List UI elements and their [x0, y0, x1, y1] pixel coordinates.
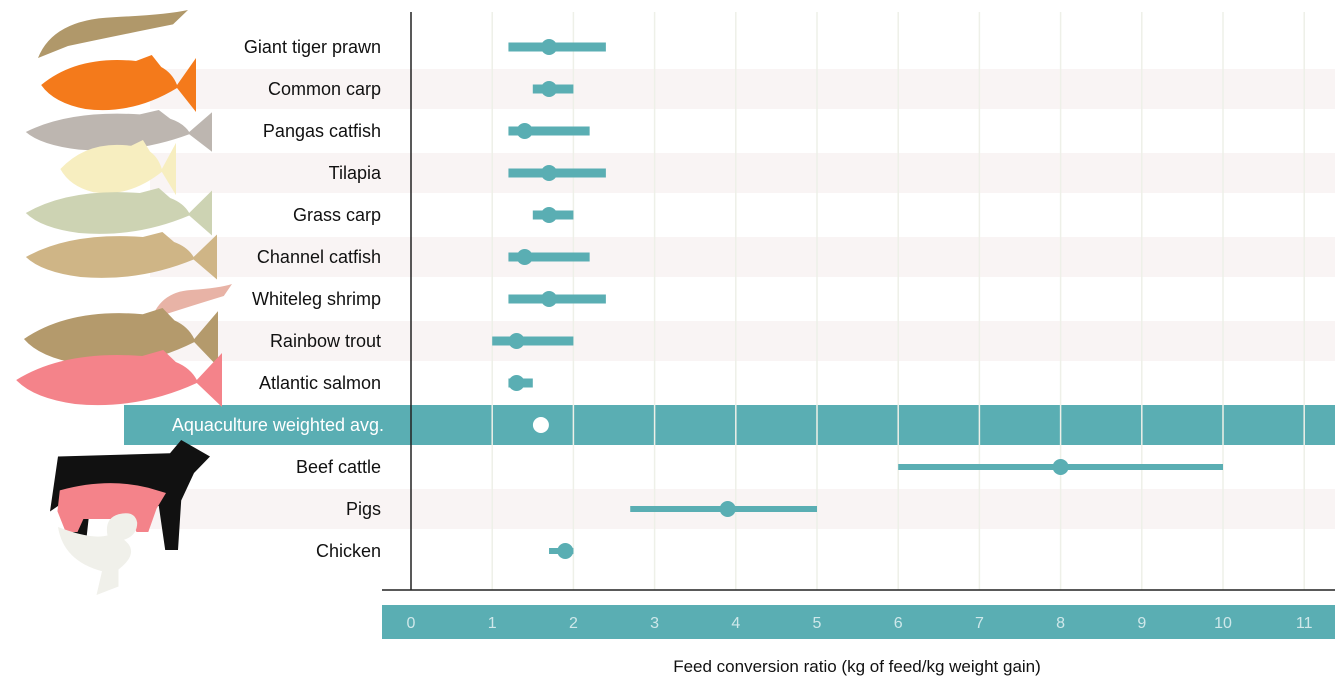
category-label: Beef cattle	[296, 457, 381, 477]
row-band	[150, 69, 1335, 109]
category-label: Aquaculture weighted avg.	[172, 415, 384, 435]
chicken-icon	[58, 513, 138, 595]
x-tick-label: 8	[1056, 615, 1065, 632]
median-point	[541, 207, 558, 223]
median-point	[508, 375, 525, 391]
x-tick-label: 5	[813, 615, 822, 632]
median-point	[516, 249, 533, 265]
x-tick-label: 2	[569, 615, 578, 632]
median-point	[541, 291, 558, 307]
row-band	[150, 153, 1335, 193]
x-tick-label: 9	[1137, 615, 1146, 632]
median-point	[1052, 459, 1069, 475]
category-label: Pigs	[346, 499, 381, 519]
x-tick-label: 7	[975, 615, 984, 632]
x-tick-label: 3	[650, 615, 659, 632]
rainbow-trout-icon	[23, 308, 219, 367]
category-label: Tilapia	[329, 163, 382, 183]
weighted-average-point	[532, 417, 549, 433]
x-tick-label: 0	[407, 615, 416, 632]
category-label: Common carp	[268, 79, 381, 99]
x-tick-label: 10	[1214, 615, 1232, 632]
pangas-catfish-icon	[25, 110, 212, 152]
tilapia-icon	[60, 140, 176, 196]
category-label: Grass carp	[293, 205, 381, 225]
grass-carp-icon	[25, 188, 212, 236]
atlantic-salmon-icon	[16, 350, 223, 407]
median-point	[516, 123, 533, 139]
median-point	[541, 39, 558, 55]
median-point	[719, 501, 736, 517]
row-band	[150, 321, 1335, 361]
channel-catfish-icon	[25, 232, 218, 280]
whiteleg-shrimp-icon	[150, 284, 232, 324]
x-tick-label: 1	[488, 615, 497, 632]
median-point	[541, 81, 558, 97]
giant-tiger-prawn-icon	[38, 10, 188, 58]
x-axis-title: Feed conversion ratio (kg of feed/kg wei…	[673, 657, 1041, 676]
pig-icon	[57, 483, 166, 532]
row-band	[150, 237, 1335, 277]
highlight-band	[124, 405, 1335, 445]
median-point	[541, 165, 558, 181]
category-label: Giant tiger prawn	[244, 37, 381, 57]
x-tick-label: 4	[731, 615, 740, 632]
category-label: Atlantic salmon	[259, 373, 381, 393]
x-axis-tick-bar	[382, 605, 1335, 639]
median-point	[508, 333, 525, 349]
category-label: Chicken	[316, 541, 381, 561]
category-label: Pangas catfish	[263, 121, 381, 141]
common-carp-icon	[41, 55, 196, 112]
category-label: Rainbow trout	[270, 331, 381, 351]
x-tick-label: 6	[894, 615, 903, 632]
category-label: Channel catfish	[257, 247, 381, 267]
median-point	[557, 543, 574, 559]
category-label: Whiteleg shrimp	[252, 289, 381, 309]
x-tick-label: 11	[1296, 615, 1313, 632]
